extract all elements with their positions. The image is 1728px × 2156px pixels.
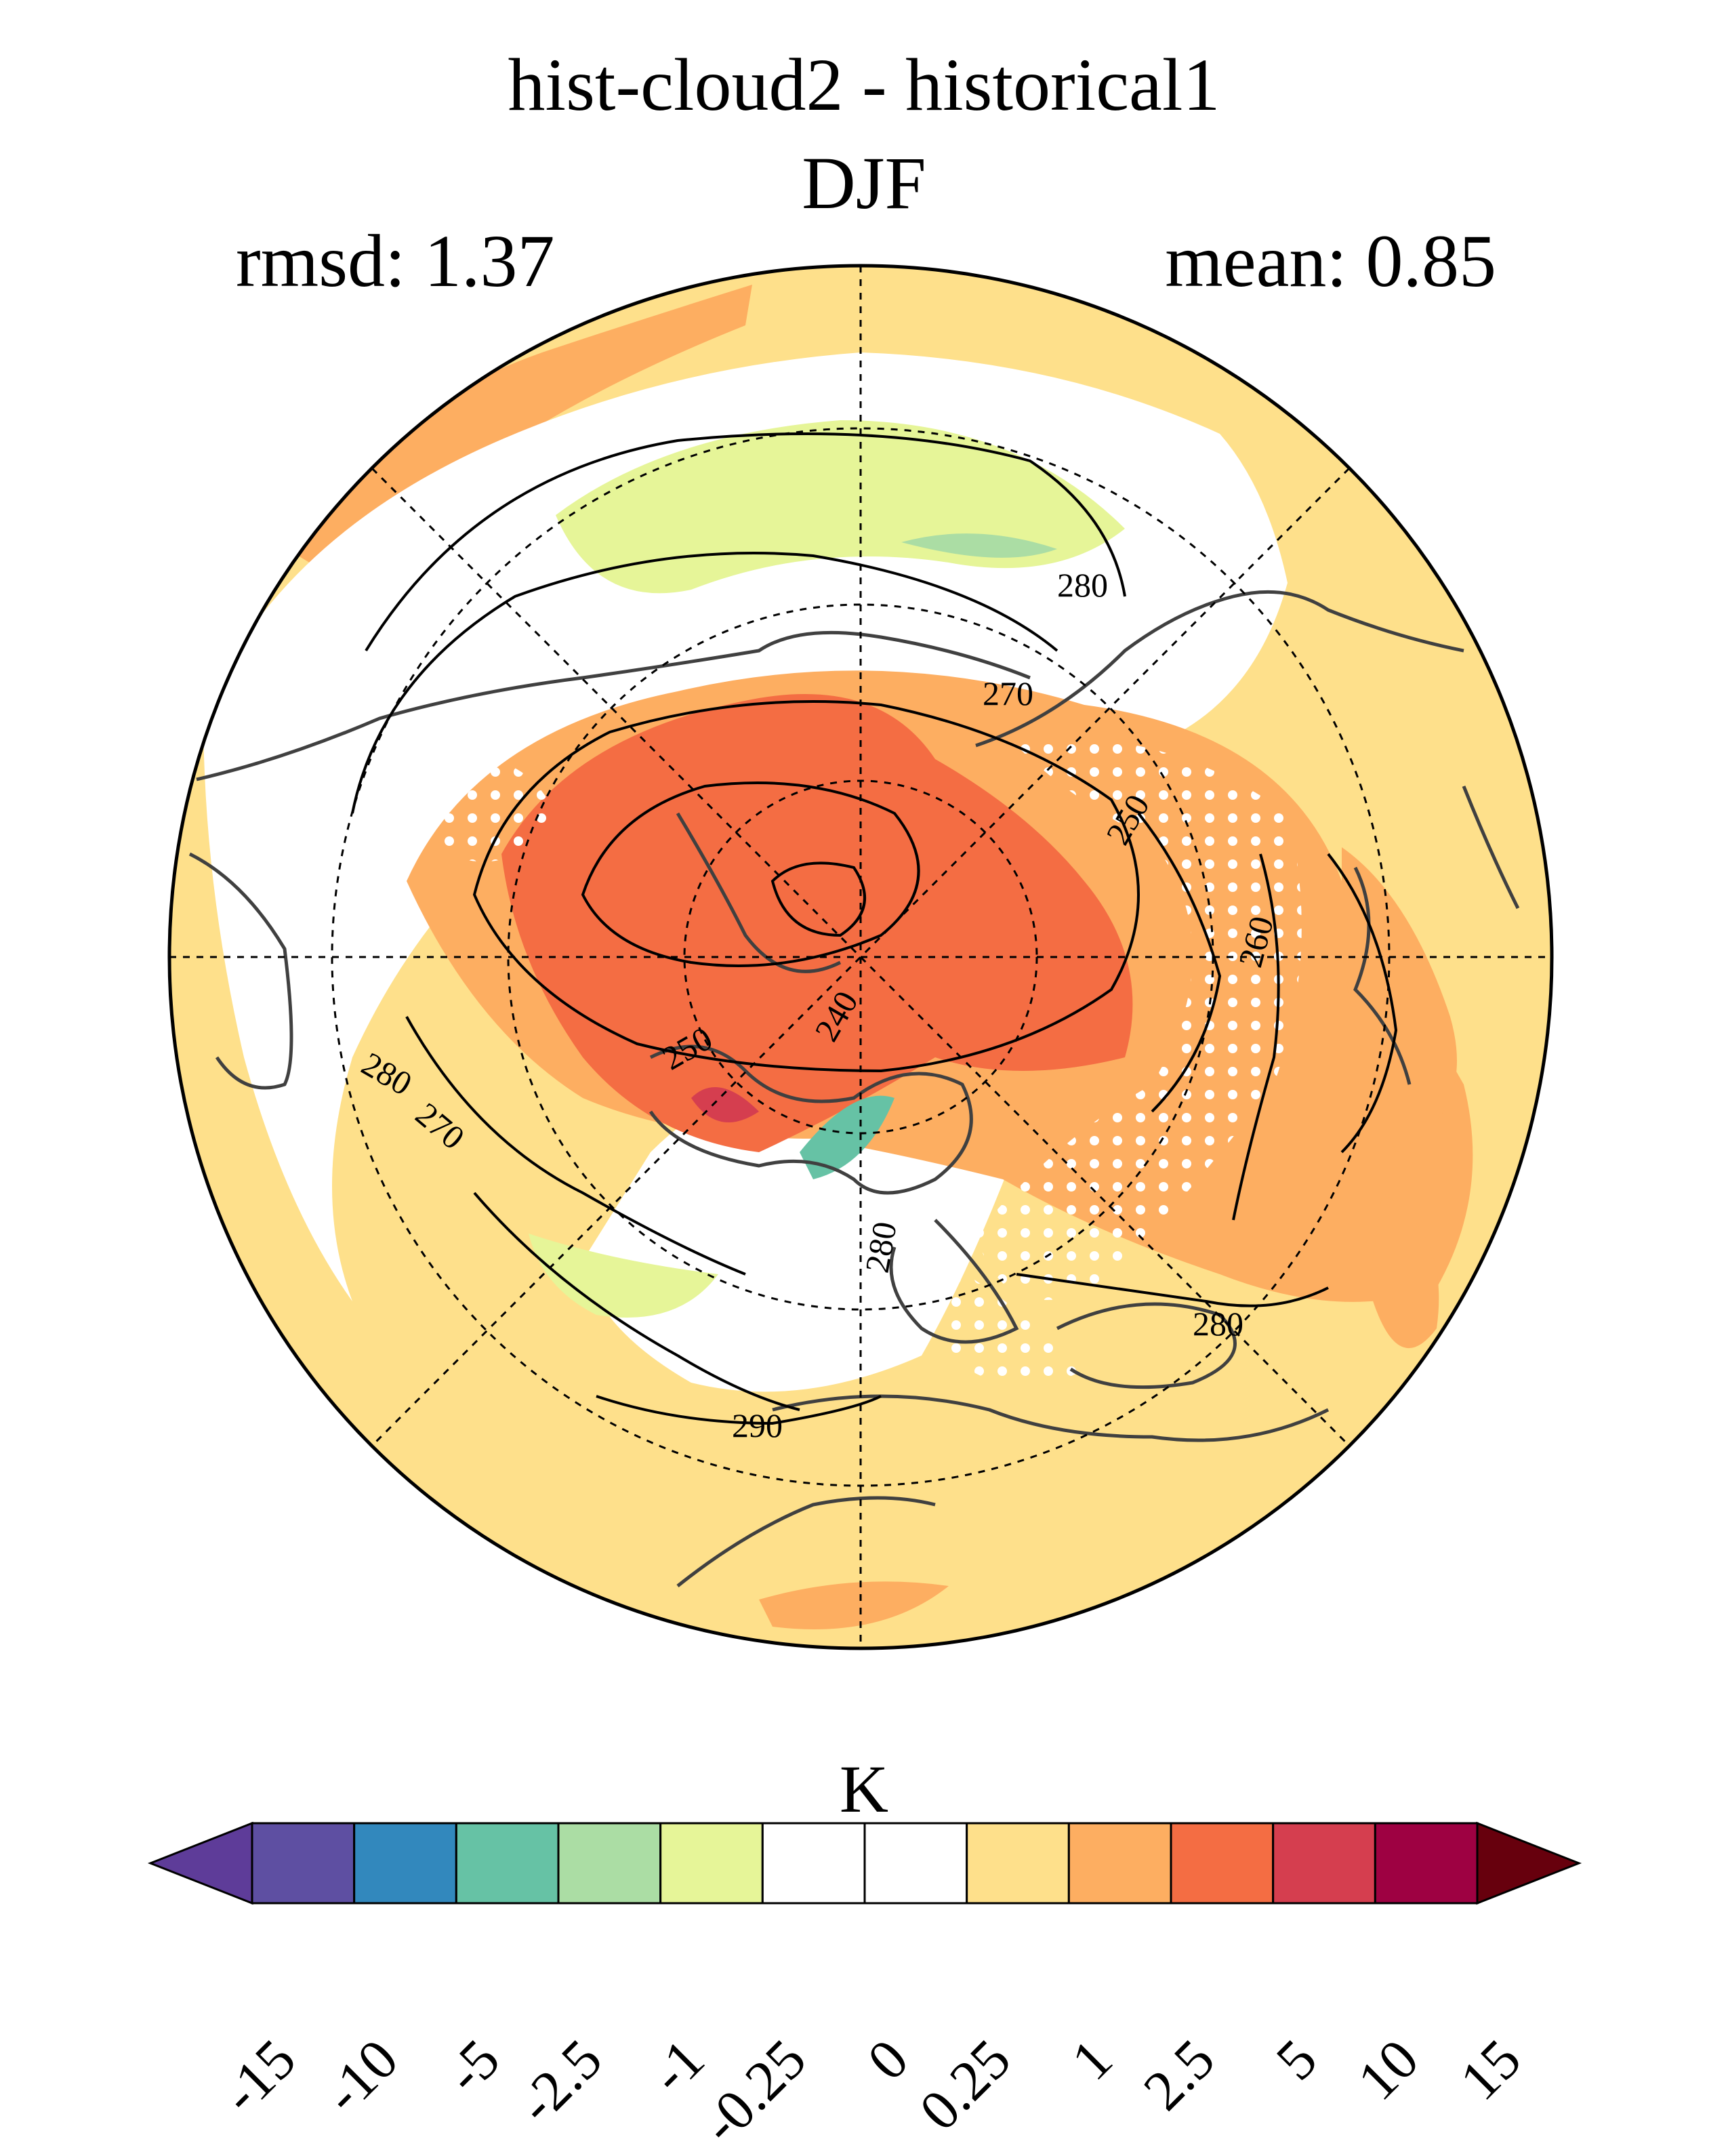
season-label: DJF [802,142,926,224]
colorbar-cell [251,1822,356,1905]
polar-map: 280 270 250 260 240 250 280 270 290 280 … [167,264,1554,1650]
colorbar-cell [863,1822,968,1905]
colorbar-tick-label: 1 [1060,2027,1125,2092]
colorbar-cell [557,1822,662,1905]
colorbar-extend-high [1476,1821,1582,1905]
colorbar-tick-label: -2.5 [506,2027,615,2136]
anomaly-patch-lightgreen-2 [529,1234,718,1318]
colorbar-tick-label: -5 [434,2027,512,2106]
colorbar-cell [1272,1822,1376,1905]
contour-label: 280 [1057,566,1108,604]
contour-label: 280 [858,1219,904,1276]
gridlines [169,266,1552,1648]
map-boundary [167,264,1554,1650]
anomaly-patch-orange-se [1369,1193,1439,1349]
colorbar-cell [455,1822,560,1905]
anomaly-spot-darkred [691,1087,759,1122]
colorbar-cell [659,1822,764,1905]
colorbar-tick-label: -1 [638,2027,716,2106]
colorbar-cell [966,1822,1070,1905]
contour-label: 270 [983,674,1033,712]
anomaly-patch-green [901,533,1057,558]
colorbar [147,1821,1582,1905]
map-title: hist-cloud2 - historical1 [508,43,1220,126]
contour-label: 280 [1193,1305,1243,1343]
coastlines [188,590,1520,1587]
anomaly-core-red [501,694,1133,1152]
anomaly-patch-orange-south [759,1581,949,1629]
colorbar-tick-label: 10 [1346,2027,1431,2113]
colorbar-tick-label: 15 [1448,2027,1534,2113]
colorbar-units: K [839,1751,889,1827]
colorbar-cell [1067,1822,1172,1905]
anomaly-patch-orange-east [1342,847,1457,1152]
colorbar-tick-label: 0.25 [907,2027,1023,2143]
contour-label: 290 [732,1406,783,1444]
anomaly-band-white [203,352,1288,1301]
colorbar-cell [353,1822,457,1905]
colorbar-tick-label: -0.25 [690,2027,819,2156]
temperature-contours [351,432,1398,1425]
anomaly-patch-teal [800,1095,894,1179]
colorbar-tick-label: 2.5 [1132,2027,1227,2123]
colorbar-cell [761,1822,866,1905]
significance-stippling [420,739,1302,1387]
colorbar-tick-label: 5 [1264,2027,1329,2092]
colorbar-extend-low [147,1821,253,1905]
colorbar-tick-label: -15 [209,2027,308,2126]
colorbar-cell [1374,1822,1479,1905]
colorbar-tick-label: 0 [855,2027,921,2092]
colorbar-tick-label: -10 [311,2027,410,2126]
mean-stat: mean: 0.85 [1165,220,1496,302]
colorbar-cell [1170,1822,1275,1905]
rmsd-stat: rmsd: 1.37 [236,220,555,302]
